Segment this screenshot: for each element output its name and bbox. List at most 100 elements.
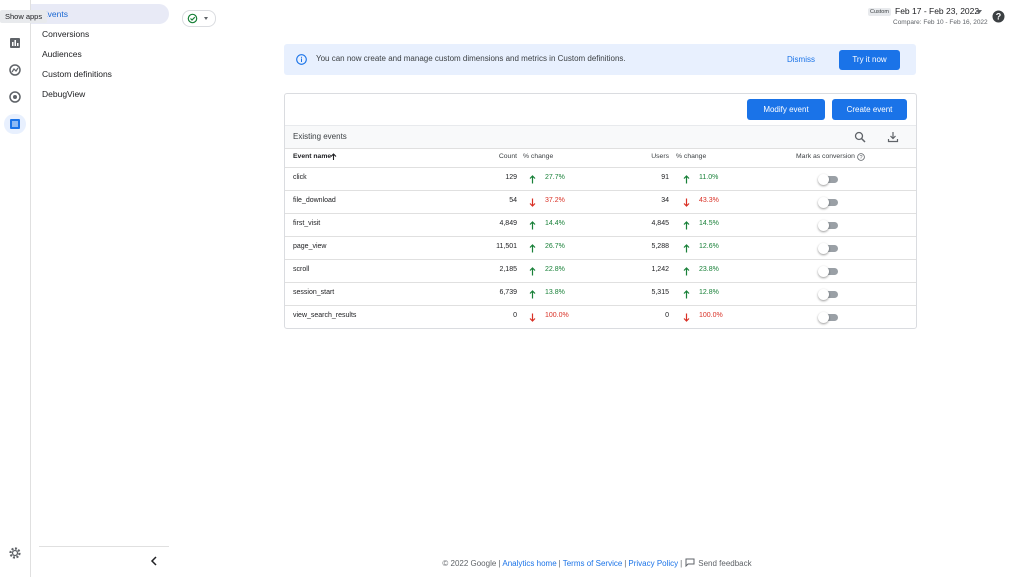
search-icon[interactable] (854, 131, 866, 143)
event-name: click (293, 174, 307, 181)
svg-text:?: ? (996, 12, 1002, 22)
users-change: 12.6% (699, 243, 719, 250)
send-feedback[interactable]: Send feedback (698, 559, 752, 568)
table-row: first_visit 4,849 14.4% 4,845 14.5% (285, 214, 916, 237)
table-row: view_search_results 0 100.0% 0 100.0% (285, 306, 916, 328)
column-header[interactable]: % change (523, 153, 554, 160)
info-banner: You can now create and manage custom dim… (284, 44, 916, 75)
side-nav: Events Conversions Audiences Custom definit… (31, 0, 170, 577)
configure-icon[interactable] (4, 114, 26, 134)
banner-text: You can now create and manage custom dim… (316, 54, 626, 63)
separator: | (498, 559, 501, 568)
users-change: 100.0% (699, 312, 723, 319)
trend-arrow (683, 175, 690, 184)
users-change: 23.8% (699, 266, 719, 273)
side-divider (39, 546, 169, 547)
date-badge: Custom (868, 8, 891, 16)
reports-icon[interactable] (9, 37, 21, 49)
trend-arrow (683, 313, 690, 322)
toggle-knob (818, 289, 829, 300)
nav-item[interactable]: Audiences (42, 49, 82, 59)
table-row: scroll 2,185 22.8% 1,242 23.8% (285, 260, 916, 283)
users-change: 12.8% (699, 289, 719, 296)
table-row: click 129 27.7% 91 11.0% (285, 168, 916, 191)
table-row: file_download 54 37.2% 34 43.3% (285, 191, 916, 214)
event-name: scroll (293, 266, 310, 273)
event-name: page_view (293, 243, 327, 250)
column-header[interactable]: Event name (293, 153, 332, 160)
trend-arrow (529, 221, 536, 230)
collapse-button[interactable] (149, 556, 159, 566)
footer-link[interactable]: Privacy Policy (628, 559, 679, 568)
user-count: 34 (661, 197, 669, 204)
modify-event-button[interactable]: Modify event (747, 99, 825, 120)
toggle-knob (818, 174, 829, 185)
toggle-knob (818, 243, 829, 254)
trend-arrow (529, 290, 536, 299)
event-count: 54 (509, 197, 517, 204)
conversion-toggle[interactable] (818, 243, 838, 254)
user-count: 91 (661, 174, 669, 181)
conversion-toggle[interactable] (818, 220, 838, 231)
table-header: Event name Count % change Users % change Mark… (285, 148, 916, 168)
column-header[interactable]: Users (651, 153, 669, 160)
conversion-toggle[interactable] (818, 289, 838, 300)
table-title: Existing events (293, 132, 347, 141)
help-icon[interactable]: ? (992, 10, 1005, 23)
create-event-button[interactable]: Create event (832, 99, 907, 120)
explore-icon[interactable] (9, 64, 21, 76)
event-name: view_search_results (293, 312, 357, 319)
user-count: 5,288 (651, 243, 669, 250)
nav-item[interactable]: DebugView (42, 89, 86, 99)
user-count: 4,845 (651, 220, 669, 227)
events-card: Modify event Create event Existing event… (284, 93, 917, 329)
status-icon (187, 13, 208, 24)
event-count: 4,849 (499, 220, 517, 227)
table-row: session_start 6,739 13.8% 5,315 12.8% (285, 283, 916, 306)
separator: | (680, 559, 683, 568)
column-header[interactable]: Count (498, 153, 517, 160)
user-count: 0 (665, 312, 669, 319)
advertising-icon[interactable] (9, 91, 21, 103)
trend-arrow (529, 244, 536, 253)
sort-icon[interactable] (330, 153, 337, 161)
nav-item[interactable]: Custom definitions (42, 69, 112, 79)
status-chip[interactable] (182, 10, 216, 27)
conversion-toggle[interactable] (818, 174, 838, 185)
nav-item[interactable]: Events (42, 9, 68, 19)
event-count: 11,501 (496, 243, 517, 250)
event-name: first_visit (293, 220, 321, 227)
download-icon[interactable] (887, 131, 899, 143)
footer-link[interactable]: Analytics home (502, 559, 557, 568)
column-header[interactable]: % change (676, 153, 707, 160)
users-change: 43.3% (699, 197, 719, 204)
user-count: 1,242 (651, 266, 669, 273)
date-dropdown[interactable] (975, 9, 983, 15)
compare-range: Compare: Feb 10 - Feb 16, 2022 (893, 19, 988, 26)
count-change: 22.8% (545, 266, 565, 273)
footer-content: © 2022 Google | Analytics home | Terms of Se… (442, 558, 752, 568)
conversion-help-icon[interactable]: ? (857, 153, 865, 161)
settings-icon[interactable] (9, 547, 21, 559)
users-change: 11.0% (699, 174, 719, 181)
table-row: page_view 11,501 26.7% 5,288 12.6% (285, 237, 916, 260)
dismiss-button[interactable]: Dismiss (787, 55, 815, 64)
nav-item[interactable]: Conversions (42, 29, 90, 39)
separator: | (558, 559, 561, 568)
footer-link[interactable]: Terms of Service (562, 559, 623, 568)
user-count: 5,315 (651, 289, 669, 296)
count-change: 100.0% (545, 312, 569, 319)
conversion-toggle[interactable] (818, 266, 838, 277)
event-count: 0 (513, 312, 517, 319)
try-it-button[interactable]: Try it now (839, 50, 900, 70)
event-count: 2,185 (499, 266, 517, 273)
copyright: © 2022 Google (442, 559, 497, 568)
event-name: file_download (293, 197, 336, 204)
conversion-toggle[interactable] (818, 312, 838, 323)
conversion-toggle[interactable] (818, 197, 838, 208)
date-range[interactable]: Feb 17 - Feb 23, 2022 (895, 6, 980, 16)
count-change: 14.4% (545, 220, 565, 227)
nav-active-bg (31, 4, 169, 24)
trend-arrow (683, 244, 690, 253)
